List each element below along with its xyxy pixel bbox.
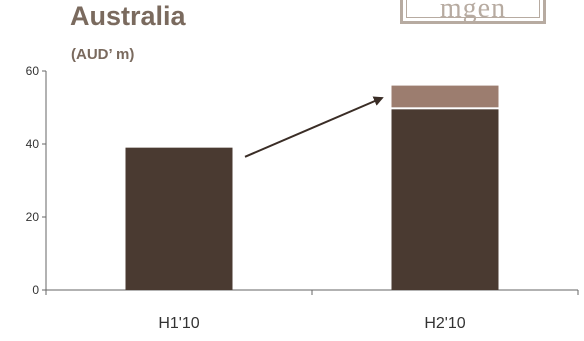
logo-text: mgen — [439, 0, 507, 24]
y-tick-label: 20 — [26, 210, 40, 224]
bar-h210-seg0 — [391, 109, 499, 290]
chart-title: Australia — [70, 1, 186, 31]
y-tick-label: 40 — [26, 137, 40, 151]
logo-inner-border — [406, 0, 540, 18]
bar-h210-seg1 — [391, 85, 499, 108]
chart-bars — [125, 85, 499, 290]
bar-h110-seg0 — [125, 147, 233, 290]
growth-arrow — [244, 96, 384, 158]
x-category-label: H1'10 — [158, 315, 199, 332]
x-category-label: H2'10 — [424, 315, 465, 332]
chart-subtitle: (AUD’ m) — [71, 46, 135, 63]
chart-annotation — [244, 96, 384, 158]
y-tick-label: 0 — [32, 283, 39, 297]
brand-logo: mgen — [400, 0, 546, 24]
y-tick-label: 60 — [26, 64, 40, 78]
chart-labels: 0 20 40 60 H1'10 H2'10 — [26, 64, 466, 332]
